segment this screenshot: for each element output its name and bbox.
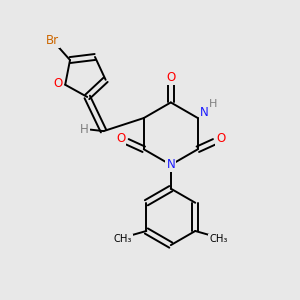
Text: CH₃: CH₃: [114, 234, 132, 244]
Text: O: O: [116, 132, 125, 146]
Text: O: O: [166, 71, 176, 84]
Text: H: H: [80, 123, 89, 136]
Text: CH₃: CH₃: [209, 234, 228, 244]
Text: Br: Br: [46, 34, 59, 47]
Text: N: N: [167, 158, 175, 171]
Text: O: O: [216, 132, 225, 146]
Text: O: O: [53, 77, 62, 90]
Text: N: N: [200, 106, 209, 119]
Text: H: H: [208, 99, 217, 110]
